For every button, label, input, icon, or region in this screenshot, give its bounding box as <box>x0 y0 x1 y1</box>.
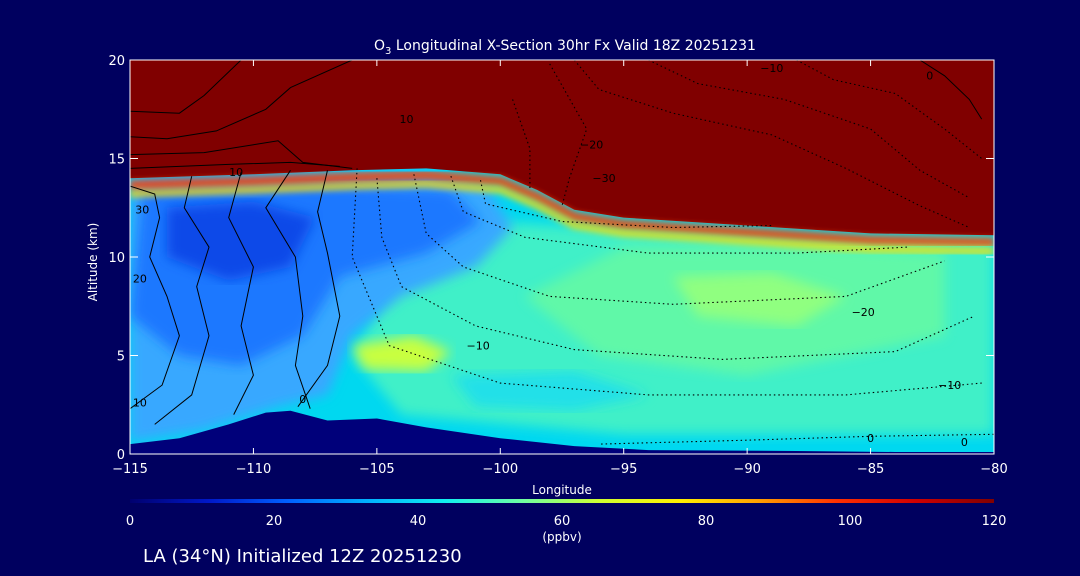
y-tick-label: 20 <box>108 54 125 69</box>
contour-label: 20 <box>133 273 147 286</box>
colorbar-tick-label: 0 <box>126 514 134 529</box>
contour-line-negative <box>598 433 994 445</box>
colorbar <box>130 499 994 503</box>
colorbar-tick-label: 60 <box>554 514 571 529</box>
contour-label: −30 <box>592 172 615 185</box>
x-tick-label: −85 <box>857 462 884 477</box>
y-tick-label: 0 <box>117 448 125 463</box>
colorbar-tick-label: 20 <box>266 514 283 529</box>
contour-line <box>130 140 353 169</box>
contour-label: −20 <box>580 139 603 152</box>
contour-line <box>130 185 180 410</box>
contour-label: −10 <box>760 62 783 75</box>
contour-line-negative <box>549 63 588 206</box>
x-tick-label: −100 <box>482 462 518 477</box>
contour-line <box>130 60 353 140</box>
contour-label: −20 <box>852 306 875 319</box>
contour-label: 0 <box>961 436 968 449</box>
contour-label: −10 <box>466 340 489 353</box>
x-axis-label: Longitude <box>532 483 592 497</box>
tropopause-band <box>130 170 994 248</box>
y-axis-label: Altitude (km) <box>86 223 100 302</box>
contour-line <box>154 176 210 425</box>
contour-line-negative <box>573 60 970 229</box>
plot-area: 10 10 30 20 10 0 −10 0 −20 −30 −20 −10 −10 0 0 <box>130 60 994 454</box>
x-tick-label: −105 <box>359 462 395 477</box>
contour-label: 10 <box>400 113 414 126</box>
contour-line <box>297 170 341 407</box>
y-tick-label: 5 <box>117 350 125 365</box>
colorbar-label: (ppbv) <box>542 530 581 544</box>
x-tick-label: −95 <box>610 462 637 477</box>
contour-label: 10 <box>133 397 147 410</box>
contour-labels: 10 10 30 20 10 0 −10 0 −20 −30 −20 −10 −10 0 0 <box>133 62 968 449</box>
contour-label: 0 <box>299 393 306 406</box>
contour-line-negative <box>376 178 975 360</box>
contour-line-negative <box>648 60 970 199</box>
contour-line-negative <box>450 176 908 254</box>
ozone-level-region <box>673 272 846 326</box>
contour-line-negative <box>796 60 983 159</box>
contour-label: −10 <box>938 379 961 392</box>
contour-line <box>265 170 311 409</box>
contour-label: 30 <box>135 204 149 217</box>
colorbar-tick-label: 40 <box>410 514 427 529</box>
contour-lines <box>130 60 994 445</box>
ozone-level-region <box>450 371 649 411</box>
chart-title: O3 Longitudinal X-Section 30hr Fx Valid … <box>374 38 756 57</box>
colorbar-tick-label: 100 <box>838 514 863 529</box>
colorbar-tick-label: 80 <box>698 514 715 529</box>
ozone-field <box>130 172 994 443</box>
contour-label: 10 <box>229 166 243 179</box>
colorbar-ticks: 0 20 40 60 80 100 120 <box>126 514 1007 529</box>
x-tick-label: −80 <box>980 462 1007 477</box>
tropopause-band-yellow <box>130 180 994 256</box>
ozone-level-region <box>352 335 451 372</box>
y-tick-label: 10 <box>108 251 125 266</box>
x-tick-label: −115 <box>112 462 148 477</box>
terrain <box>130 410 994 454</box>
contour-label: 0 <box>926 70 933 83</box>
colorbar-tick-label: 120 <box>982 514 1007 529</box>
contour-line <box>919 60 983 120</box>
x-tick-label: −110 <box>236 462 272 477</box>
y-tick-label: 15 <box>108 153 125 168</box>
x-tick-label: −90 <box>733 462 760 477</box>
stratosphere-region <box>130 60 994 236</box>
footer-caption: LA (34°N) Initialized 12Z 20251230 <box>143 546 462 567</box>
contour-line-negative <box>351 168 982 396</box>
contour-label: 0 <box>867 432 874 445</box>
contour-line <box>228 172 254 415</box>
contour-line <box>130 60 242 114</box>
